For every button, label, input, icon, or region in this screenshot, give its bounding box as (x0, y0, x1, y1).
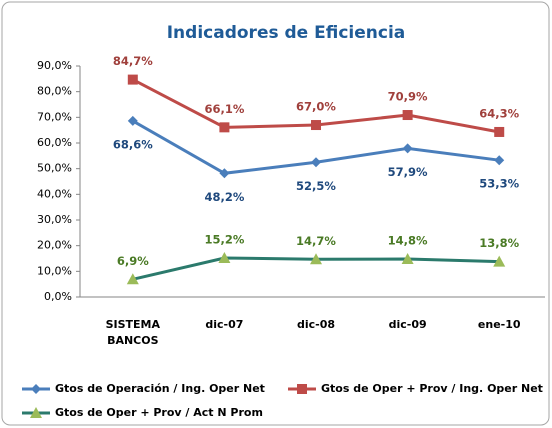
data-label: 57,9% (388, 165, 428, 179)
marker (219, 122, 230, 133)
marker (401, 253, 414, 265)
data-label: 14,8% (388, 234, 428, 248)
marker (402, 110, 413, 121)
data-label: 68,6% (113, 137, 153, 151)
x-tick-label: dic-08 (297, 318, 335, 331)
marker (127, 115, 138, 126)
marker (30, 407, 42, 418)
marker (31, 384, 41, 394)
x-tick-label: SISTEMA BANCOS (106, 318, 161, 347)
marker (218, 251, 231, 263)
marker (402, 143, 413, 154)
x-tick-label: dic-07 (205, 318, 243, 331)
marker (127, 74, 138, 85)
marker (494, 126, 505, 137)
y-tick-label: 10,0% (37, 264, 72, 277)
legend-label: Gtos de Oper + Prov / Act N Prom (55, 406, 263, 419)
x-tick-label: ene-10 (478, 318, 521, 331)
chart-title: Indicadores de Eficiencia (167, 23, 406, 43)
marker (311, 120, 322, 131)
y-tick-label: 60,0% (37, 136, 72, 149)
marker (311, 157, 322, 168)
data-label: 52,5% (296, 179, 336, 193)
marker (126, 273, 139, 285)
y-tick-label: 0,0% (44, 290, 72, 303)
y-tick-label: 80,0% (37, 85, 72, 98)
legend-label: Gtos de Oper + Prov / Ing. Oper Net (321, 382, 543, 395)
data-label: 14,7% (296, 234, 336, 248)
data-label: 66,1% (204, 102, 244, 116)
y-tick-label: 20,0% (37, 239, 72, 252)
legend-label: Gtos de Operación / Ing. Oper Net (55, 382, 265, 395)
data-label: 48,2% (204, 190, 244, 204)
y-tick-label: 70,0% (37, 110, 72, 123)
marker (219, 168, 230, 179)
marker (310, 253, 323, 265)
marker (494, 155, 505, 166)
data-label: 84,7% (113, 54, 153, 68)
data-label: 13,8% (479, 236, 519, 250)
data-label: 53,3% (479, 177, 519, 191)
y-tick-label: 40,0% (37, 187, 72, 200)
y-tick-label: 90,0% (37, 59, 72, 72)
data-label: 6,9% (117, 254, 149, 268)
x-tick-label: dic-09 (389, 318, 427, 331)
data-label: 64,3% (479, 106, 519, 120)
marker (297, 384, 307, 394)
data-label: 70,9% (388, 90, 428, 104)
y-tick-label: 50,0% (37, 162, 72, 175)
y-tick-label: 30,0% (37, 213, 72, 226)
data-label: 15,2% (204, 232, 244, 246)
data-label: 67,0% (296, 100, 336, 114)
marker (493, 255, 506, 267)
